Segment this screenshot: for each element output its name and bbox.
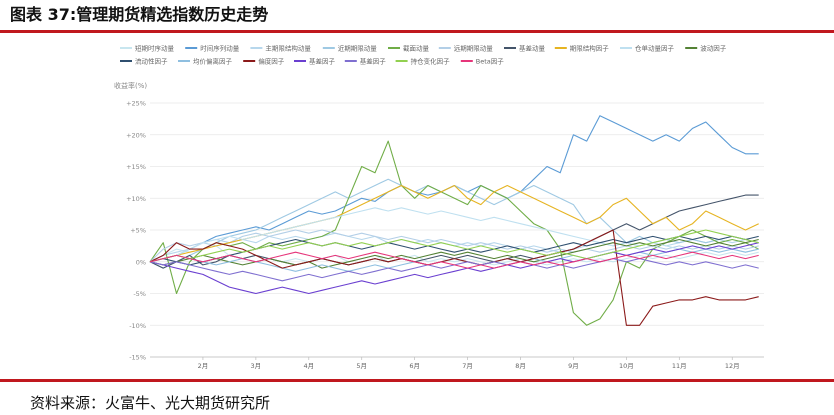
legend-label: 基差动量	[519, 44, 546, 53]
series-line	[149, 238, 759, 269]
x-tick-label: 12月	[725, 362, 740, 370]
y-tick-label: +10%	[126, 195, 146, 203]
y-tick-label: +15%	[126, 163, 146, 171]
y-tick-label: -15%	[129, 354, 146, 362]
legend-item[interactable]: 主期限结构动量	[250, 44, 311, 53]
y-tick-label: 0%	[136, 258, 146, 266]
x-tick-label: 5月	[356, 362, 367, 370]
legend-item[interactable]: 流动性因子	[120, 57, 168, 66]
y-tick-label: +20%	[126, 131, 146, 139]
legend-label: 远期期限动量	[454, 44, 494, 53]
y-tick-label: -5%	[133, 290, 146, 298]
series-line	[149, 184, 759, 263]
legend-label: 期限结构因子	[570, 44, 610, 53]
x-tick-label: 3月	[251, 362, 262, 370]
series-line	[149, 229, 759, 263]
series-line	[149, 242, 759, 295]
legend-item[interactable]: 均价偏离因子	[178, 57, 233, 66]
chart-legend: 短期时序动量 时间序列动量 主期限结构动量 近期期限动量 截面动量 远期期限动量 基差动量 期…	[120, 44, 727, 66]
legend-item[interactable]: 波动因子	[685, 44, 727, 53]
legend-item[interactable]: 期限结构因子	[554, 44, 610, 53]
legend-label: 均价偏离因子	[193, 57, 233, 66]
x-tick-label: 8月	[515, 362, 526, 370]
legend-label: 偏度因子	[258, 57, 285, 66]
series-line	[149, 194, 759, 269]
legend-item[interactable]: 截面动量	[388, 44, 430, 53]
y-tick-label: +5%	[130, 227, 146, 235]
legend-label: 流动性因子	[135, 57, 168, 66]
legend-label: 持仓变化因子	[411, 57, 451, 66]
legend-label: 主期限结构动量	[265, 44, 311, 53]
legend-item[interactable]: 时间序列动量	[185, 44, 240, 53]
legend-item[interactable]: 偏度因子	[243, 57, 285, 66]
x-tick-label: 4月	[303, 362, 314, 370]
legend-item[interactable]: 近期期限动量	[322, 44, 378, 53]
chart-series	[149, 115, 759, 326]
x-tick-label: 11月	[672, 362, 687, 370]
legend-label: Beta因子	[476, 58, 504, 66]
source-note: 资料来源：火富牛、光大期货研究所	[30, 394, 271, 412]
series-line	[149, 251, 759, 269]
legend-label: 基差因子	[309, 57, 336, 66]
y-tick-label: -10%	[129, 322, 146, 330]
series-line	[149, 235, 759, 266]
chart-grid	[150, 102, 764, 358]
legend-label: 截面动量	[403, 44, 430, 53]
legend-item[interactable]: 基差因子	[294, 57, 336, 66]
legend-label: 基差因子	[360, 57, 387, 66]
line-chart: 短期时序动量 时间序列动量 主期限结构动量 近期期限动量 截面动量 远期期限动量 基差动量 期…	[114, 44, 764, 370]
legend-label: 仓单动量因子	[635, 44, 675, 53]
x-axis-ticks: 2月 3月 4月 5月 6月 7月 8月 9月 10月 11月 12月	[198, 357, 740, 370]
legend-label: 短期时序动量	[135, 44, 175, 53]
y-axis-label: 收益率(%)	[114, 81, 147, 90]
x-tick-label: 10月	[619, 362, 634, 370]
bottom-rule	[0, 379, 834, 382]
x-tick-label: 7月	[462, 362, 473, 370]
legend-label: 波动因子	[700, 44, 727, 53]
legend-label: 近期期限动量	[338, 44, 378, 53]
x-tick-label: 9月	[568, 362, 579, 370]
legend-item[interactable]: 基差因子	[344, 57, 387, 66]
series-line	[149, 229, 759, 326]
legend-item[interactable]: 短期时序动量	[120, 44, 175, 53]
y-tick-label: +25%	[126, 100, 146, 108]
series-line	[149, 229, 759, 263]
y-axis-ticks: +25% +20% +15% +10% +5% 0% -5% -10% -15%	[126, 100, 146, 362]
legend-item[interactable]: 远期期限动量	[438, 44, 494, 53]
legend-item[interactable]: 基差动量	[504, 44, 546, 53]
legend-label: 时间序列动量	[200, 44, 240, 53]
x-tick-label: 2月	[198, 362, 209, 370]
legend-item[interactable]: 持仓变化因子	[395, 57, 451, 66]
x-tick-label: 6月	[409, 362, 420, 370]
legend-item[interactable]: 仓单动量因子	[620, 44, 675, 53]
series-line	[149, 207, 759, 263]
series-line	[149, 178, 759, 269]
figure-title: 图表 37:管理期货精选指数历史走势	[10, 5, 269, 24]
legend-item[interactable]: Beta因子	[460, 58, 504, 66]
top-rule	[0, 30, 834, 33]
